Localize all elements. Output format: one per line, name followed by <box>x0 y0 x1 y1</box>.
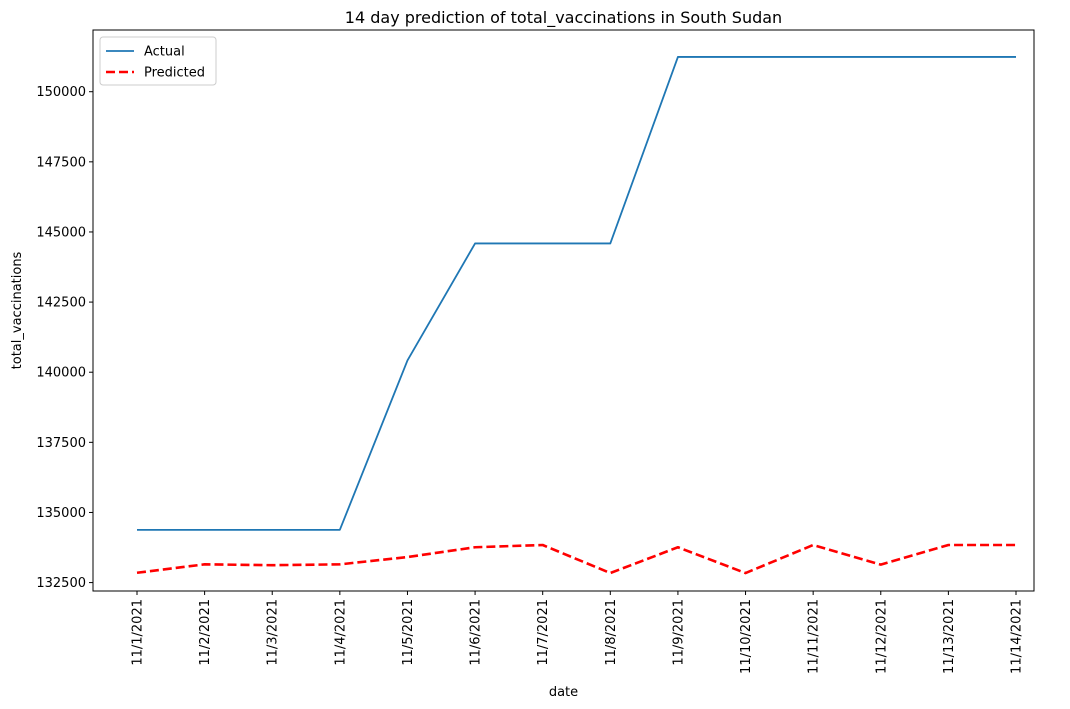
legend-box <box>99 36 217 86</box>
series-layer <box>136 56 1017 575</box>
legend-label-actual: Actual <box>144 45 185 60</box>
x-tick-label: 11/7/2021 <box>536 599 551 666</box>
x-tick-label: 11/1/2021 <box>131 599 146 666</box>
x-tick-label: 11/14/2021 <box>1010 599 1025 674</box>
y-tick-label: 132500 <box>36 576 86 591</box>
x-tick-label: 11/11/2021 <box>807 599 822 674</box>
x-tick-label: 11/8/2021 <box>604 599 619 666</box>
x-tick-label: 11/4/2021 <box>333 599 348 666</box>
x-tick-label: 11/12/2021 <box>874 599 889 674</box>
y-axis-label: total_vaccinations <box>10 251 25 369</box>
x-tick-label: 11/10/2021 <box>739 599 754 674</box>
y-tick-label: 150000 <box>36 85 86 100</box>
x-tick-label: 11/6/2021 <box>469 599 484 666</box>
x-tick-label: 11/2/2021 <box>198 599 213 666</box>
x-axis-label: date <box>549 685 578 700</box>
y-axis: 132500 135000 137500 140000 142500 145000 1475… <box>36 85 93 591</box>
legend-label-predicted: Predicted <box>144 66 205 81</box>
y-tick-label: 142500 <box>36 296 86 311</box>
y-tick-label: 135000 <box>36 506 86 521</box>
x-tick-label: 11/9/2021 <box>671 599 686 666</box>
plot-area <box>92 29 1035 592</box>
series-line-predicted <box>136 543 1016 575</box>
y-tick-label: 147500 <box>36 155 86 170</box>
x-tick-label: 11/5/2021 <box>401 599 416 666</box>
x-tick-label: 11/13/2021 <box>942 599 957 674</box>
y-tick-label: 137500 <box>36 436 86 451</box>
series-line-actual <box>137 56 1016 531</box>
legend: Actual Predicted <box>99 36 217 86</box>
y-tick-label: 145000 <box>36 225 86 240</box>
x-tick-label: 11/3/2021 <box>266 599 281 666</box>
chart-title: 14 day prediction of total_vaccinations … <box>345 8 782 28</box>
y-tick-label: 140000 <box>36 366 86 381</box>
x-axis: 11/1/2021 11/2/2021 11/3/2021 11/4/2021 11/5… <box>131 591 1025 674</box>
